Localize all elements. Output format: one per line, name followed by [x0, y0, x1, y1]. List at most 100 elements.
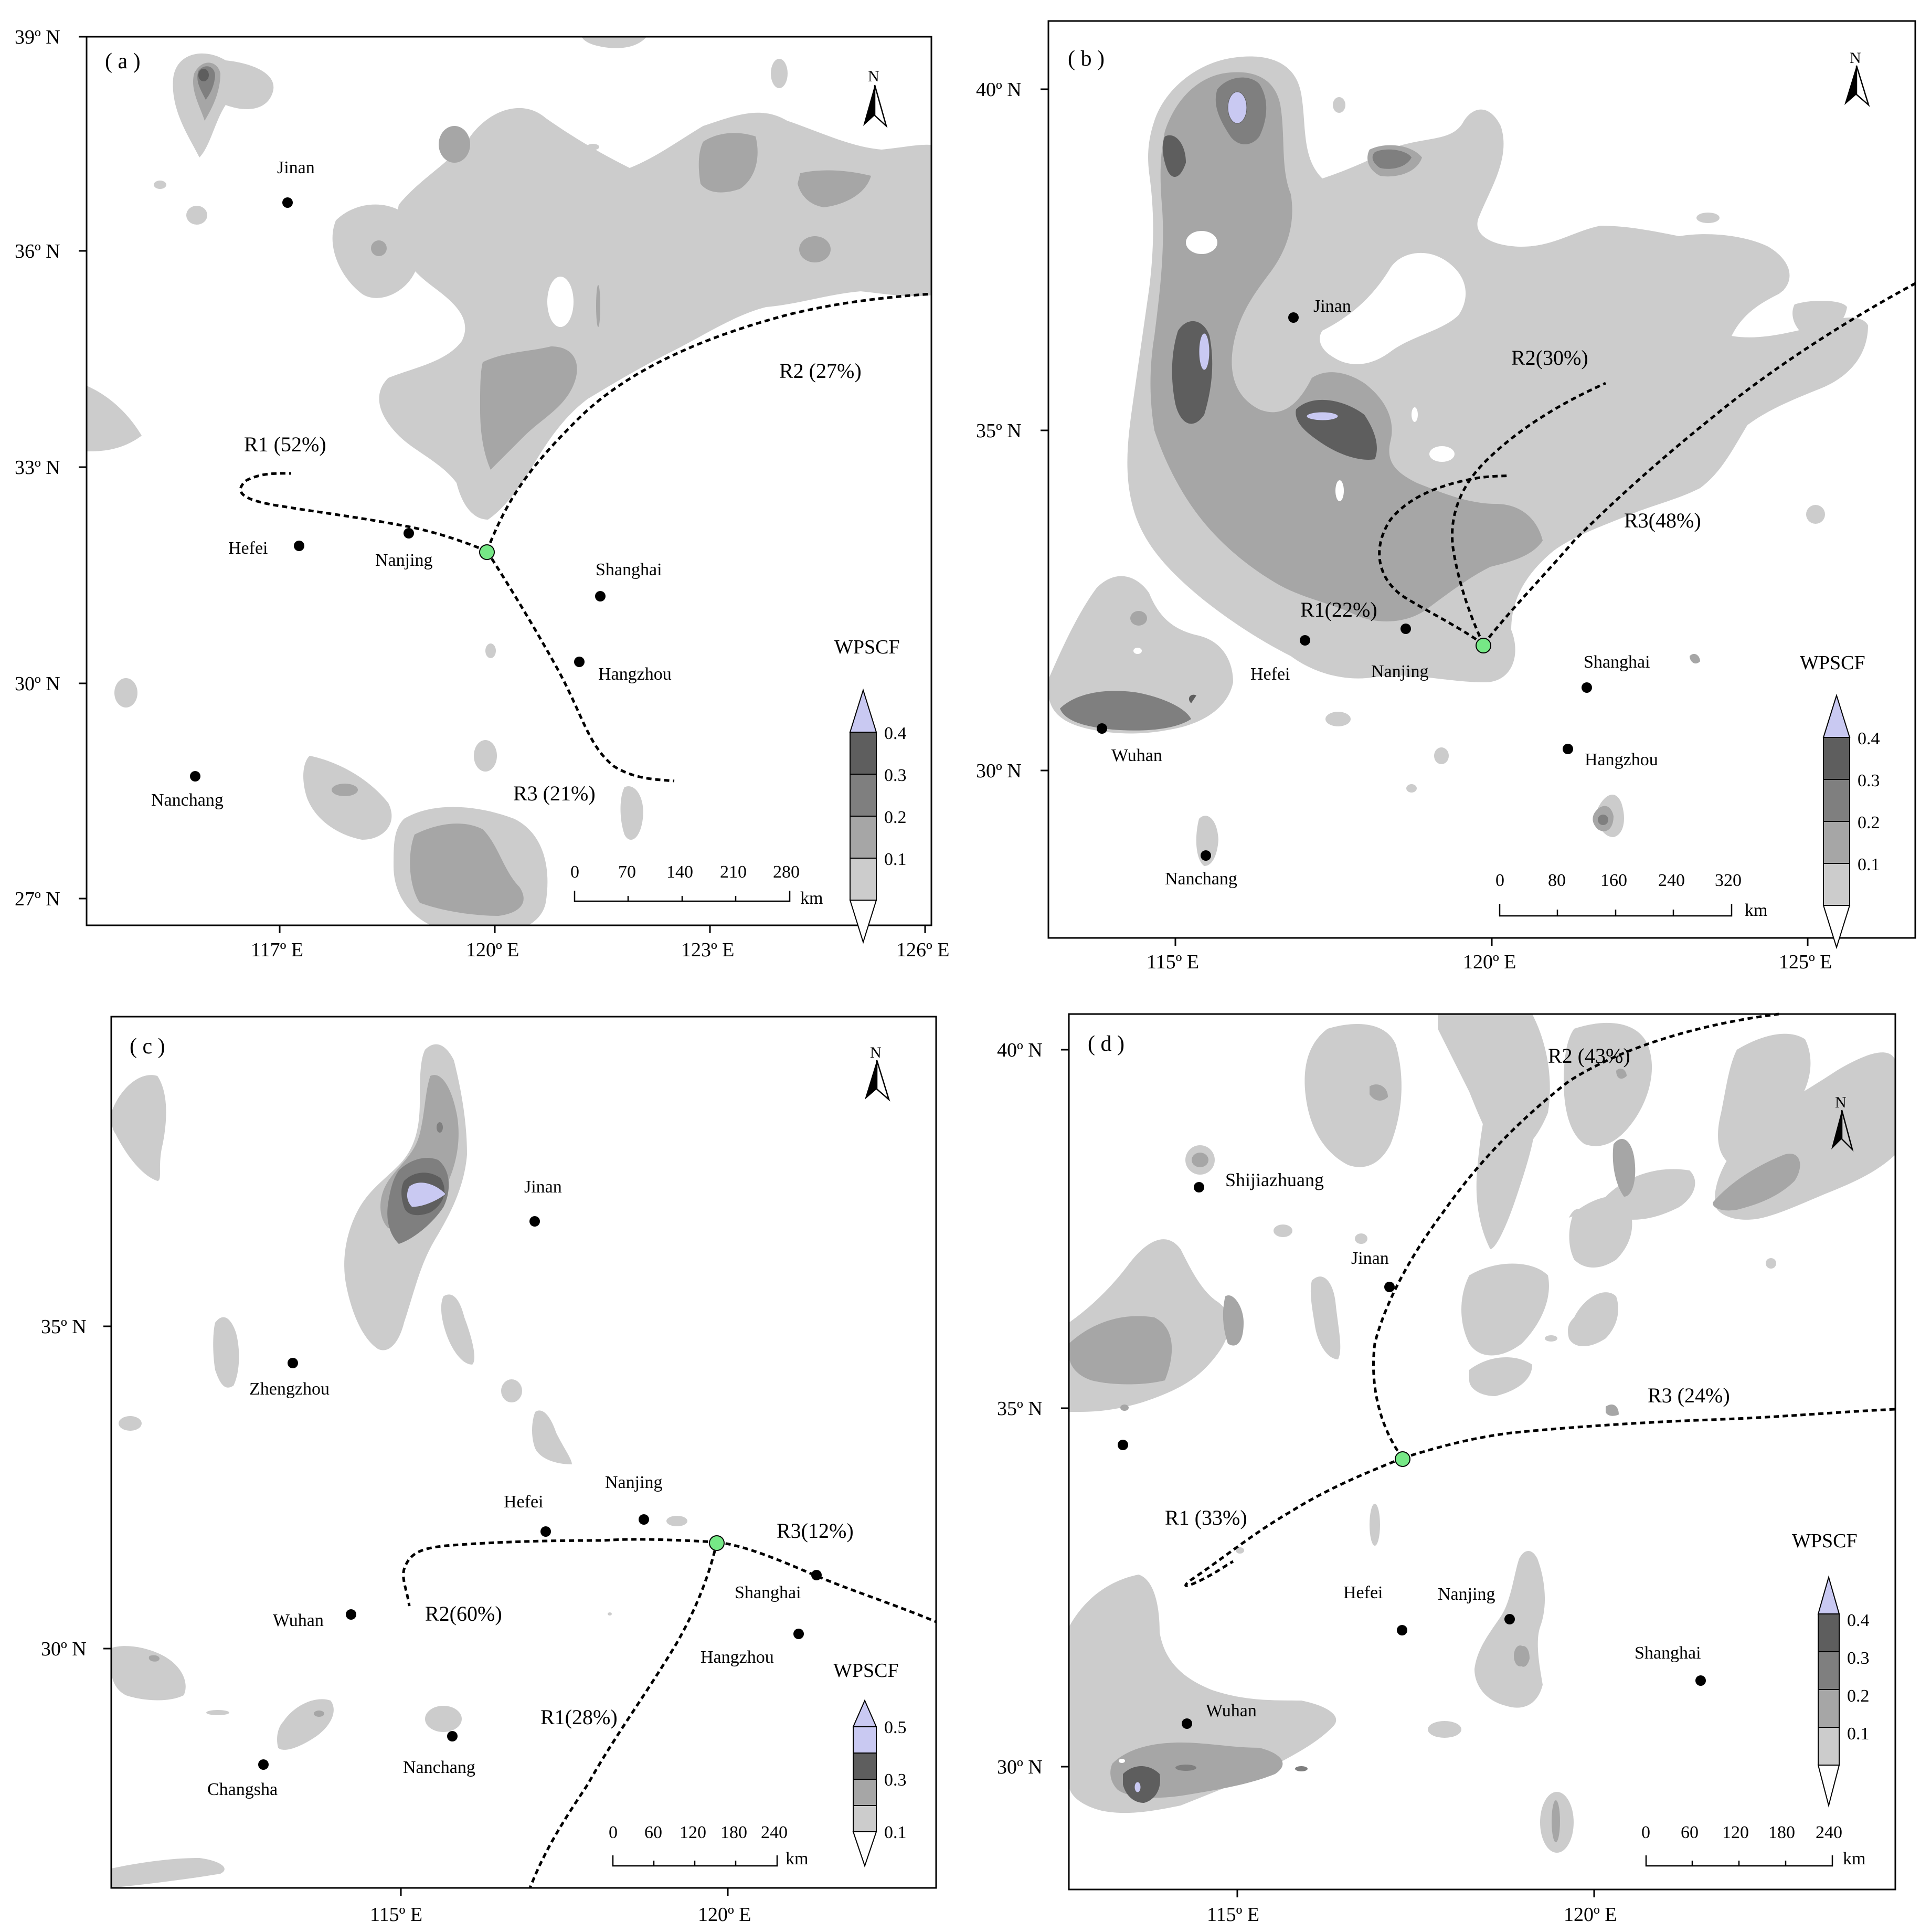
lon-label: 125º E — [1779, 951, 1832, 973]
city-label: Jinan — [1313, 297, 1351, 316]
panel-a: Jinan Hefei Nanjing Shanghai Hangzhou Na… — [15, 26, 950, 961]
city-label: Jinan — [1351, 1249, 1389, 1268]
city-marker — [793, 1629, 804, 1639]
city-label: Hangzhou — [598, 664, 672, 684]
panel-d-trajectories — [1184, 1012, 1896, 1587]
legend-tick: 0.2 — [884, 808, 907, 827]
legend-title: WPSCF — [834, 636, 900, 658]
city-label: Nanchang — [403, 1758, 475, 1777]
route-label: R2(30%) — [1511, 346, 1588, 369]
scale-tick: 60 — [644, 1823, 662, 1842]
city-label: Jinan — [524, 1177, 562, 1197]
scale-tick: 180 — [720, 1823, 747, 1842]
city-label: Hefei — [228, 539, 268, 558]
panel-b-lat-labels: 40º N 35º N 30º N — [976, 79, 1048, 782]
panel-a-frame — [86, 36, 932, 926]
panel-a-lon-labels: 117º E 120º E 123º E 126º E — [251, 925, 950, 961]
panel-a-scale-bar: 0 70 140 210 280 km — [570, 862, 823, 908]
legend-tick: 0.4 — [1847, 1611, 1870, 1630]
north-arrow-icon: N — [863, 68, 888, 128]
scale-tick: 0 — [1641, 1823, 1650, 1842]
scale-tick: 240 — [1658, 871, 1685, 890]
scale-tick: 70 — [618, 862, 636, 882]
lat-label: 30º N — [41, 1638, 87, 1660]
city-marker — [529, 1216, 540, 1227]
city-label: Nanjing — [1438, 1585, 1495, 1604]
city-marker — [1504, 1614, 1515, 1624]
city-marker — [190, 771, 200, 782]
city-label: Shanghai — [596, 560, 662, 579]
scale-tick: 60 — [1681, 1823, 1699, 1842]
panel-c-cities: Jinan Zhengzhou Hefei Nanjing Wuhan Shan… — [207, 1177, 822, 1799]
lat-label: 40º N — [976, 79, 1022, 101]
legend-tick: 0.1 — [884, 850, 907, 869]
city-marker — [288, 1358, 298, 1368]
city-label: Hefei — [1343, 1583, 1383, 1602]
legend-tick: 0.3 — [1858, 771, 1880, 790]
lat-label: 30º N — [997, 1756, 1043, 1778]
city-marker — [1288, 312, 1299, 323]
city-marker — [595, 591, 606, 601]
scale-tick: 240 — [1816, 1823, 1842, 1842]
city-marker — [346, 1609, 356, 1620]
panel-d-lat-labels: 40º N 35º N 30º N — [997, 1039, 1069, 1778]
route-label: R2 (43%) — [1548, 1044, 1630, 1068]
panel-d-frame — [1068, 1013, 1896, 1891]
scale-unit: km — [1843, 1849, 1865, 1868]
scale-tick: 160 — [1600, 871, 1627, 890]
scale-unit: km — [786, 1849, 808, 1868]
lat-label: 35º N — [976, 420, 1022, 442]
city-marker — [1695, 1675, 1706, 1686]
panel-b-lon-labels: 115º E 120º E 125º E — [1147, 938, 1832, 973]
panel-c-lat-labels: 35º N 30º N — [41, 1316, 111, 1660]
panel-c-wpscf-contours — [111, 1044, 687, 1888]
scale-tick: 0 — [570, 862, 579, 882]
panel-c-frame — [110, 1016, 937, 1889]
city-label: Nanjing — [1371, 662, 1429, 681]
city-marker — [1097, 723, 1107, 734]
scale-tick: 320 — [1715, 871, 1742, 890]
panel-label: ( a ) — [105, 49, 141, 73]
panel-b-receptor-site — [1476, 638, 1491, 653]
route-label: R1(28%) — [540, 1705, 618, 1729]
panel-c-receptor-site — [709, 1535, 725, 1551]
legend-title: WPSCF — [1800, 652, 1865, 674]
scale-tick: 140 — [666, 862, 693, 882]
legend-tick: 0.3 — [1847, 1649, 1870, 1668]
city-label: Changsha — [207, 1780, 278, 1799]
panel-label: ( c ) — [130, 1034, 165, 1059]
panel-a-legend: WPSCF 0.4 0.3 0.2 0.1 — [834, 636, 907, 944]
panel-d-lon-labels: 115º E 120º E — [1207, 1889, 1617, 1926]
lat-label: 40º N — [997, 1039, 1043, 1061]
panel-d-scale-bar: 0 60 120 180 240 km — [1641, 1823, 1865, 1868]
north-arrow-icon: N — [865, 1044, 890, 1102]
legend-tick: 0.5 — [884, 1718, 907, 1737]
city-marker — [258, 1759, 269, 1770]
route-label: R2(60%) — [425, 1602, 502, 1625]
route-label: R3 (24%) — [1648, 1384, 1730, 1407]
route-label: R3(12%) — [777, 1519, 854, 1543]
lon-label: 115º E — [1147, 951, 1199, 973]
city-label: Jinan — [277, 158, 315, 177]
panel-c-lon-labels: 115º E 120º E — [370, 1888, 751, 1926]
lat-label: 39º N — [15, 26, 60, 48]
panel-c-legend: WPSCF 0.5 0.3 0.1 — [833, 1660, 907, 1868]
city-label: Hefei — [504, 1492, 544, 1512]
lon-label: 115º E — [370, 1904, 422, 1926]
route-label: R3(48%) — [1624, 509, 1701, 532]
route-label: R2 (27%) — [779, 359, 862, 383]
legend-tick: 0.4 — [884, 724, 907, 743]
panel-b-scale-bar: 0 80 160 240 320 km — [1495, 871, 1767, 920]
panel-b-legend: WPSCF 0.4 0.3 0.2 0.1 — [1800, 652, 1880, 949]
lat-label: 35º N — [41, 1316, 87, 1338]
route-label: R1 (33%) — [1165, 1506, 1247, 1529]
city-marker — [1182, 1718, 1192, 1729]
panel-a-lat-labels: 39º N 36º N 33º N 30º N 27º N — [15, 26, 87, 910]
city-marker — [639, 1514, 649, 1525]
north-arrow-icon: N — [1844, 49, 1870, 107]
route-label: R1 (52%) — [244, 432, 326, 456]
lon-label: 126º E — [896, 939, 950, 961]
legend-tick: 0.1 — [1858, 855, 1880, 874]
panel-d-wpscf-contours — [1069, 1014, 1895, 1853]
